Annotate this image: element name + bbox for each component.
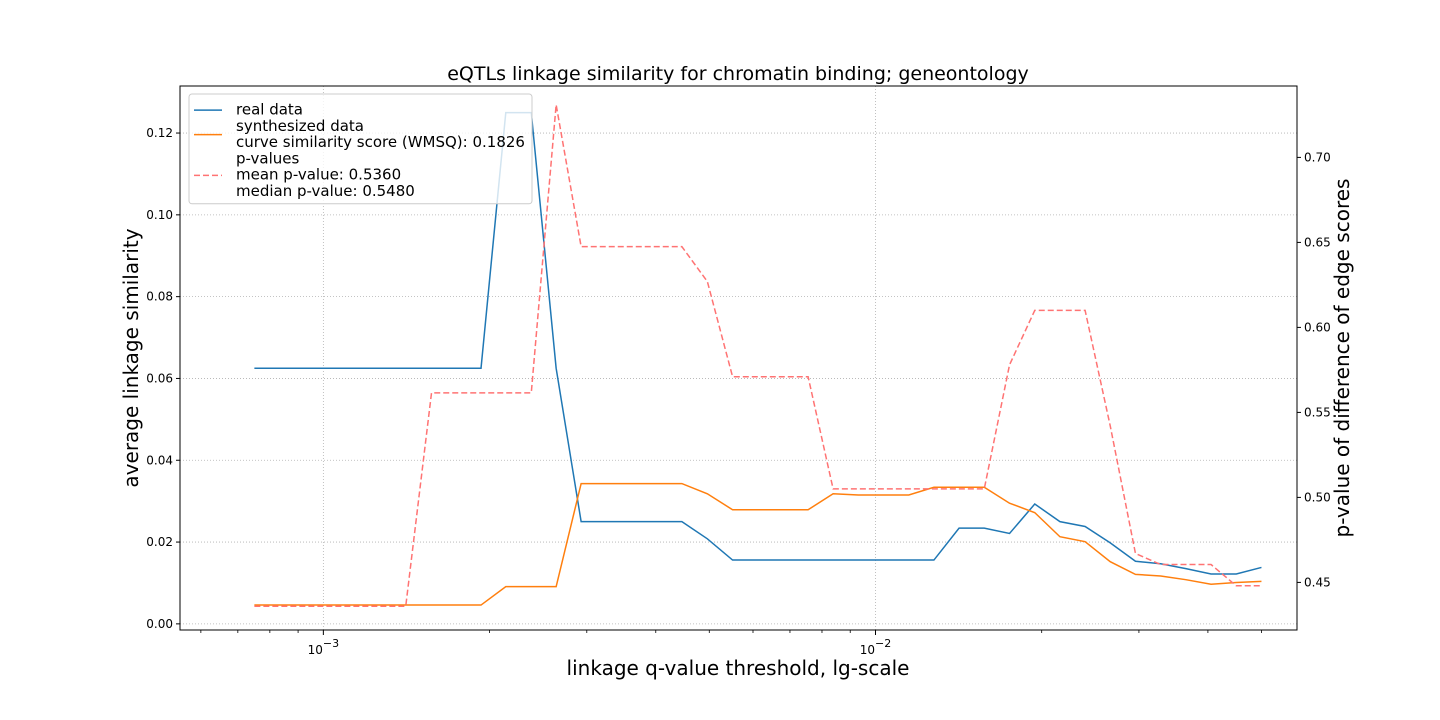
- y-tick-label: 0.12: [146, 126, 173, 140]
- legend-label: real data: [236, 101, 303, 119]
- y-tick-label: 0.10: [146, 208, 173, 222]
- legend-label: synthesized data: [236, 117, 364, 135]
- x-tick-label: 10−2: [860, 637, 892, 657]
- y-tick-label: 0.06: [146, 371, 173, 385]
- y-tick-label: 0.08: [146, 290, 173, 304]
- legend-box: [188, 93, 533, 205]
- plot-frame: [179, 85, 1298, 631]
- y-tick-label: 0.04: [146, 453, 173, 467]
- legend-label: median p-value: 0.5480: [236, 182, 415, 200]
- series-line-2: [254, 482, 1262, 606]
- y2-tick-label: 0.45: [1304, 575, 1331, 589]
- y2-tick-label: 0.65: [1304, 235, 1331, 249]
- legend-label: p-values: [236, 149, 300, 167]
- y2-tick-label: 0.70: [1304, 150, 1331, 164]
- x-tick-label-base: 10: [860, 643, 875, 657]
- series-line-1: [254, 111, 1262, 575]
- legend-label: curve similarity score (WMSQ): 0.1826: [236, 133, 525, 151]
- y-axis-title: average linkage similarity: [119, 228, 143, 487]
- x-tick-label-exponent: −2: [875, 637, 891, 650]
- y-tick-label: 0.02: [146, 535, 173, 549]
- y2-axis-title: p-value of difference of edge scores: [1330, 179, 1354, 538]
- x-tick-label-exponent: −3: [323, 637, 339, 650]
- y-tick-label: 0.00: [146, 617, 173, 631]
- y2-tick-label: 0.50: [1304, 490, 1331, 504]
- series-layer: [254, 104, 1262, 607]
- x-tick-label-base: 10: [308, 643, 323, 657]
- y2-tick-label: 0.60: [1304, 320, 1331, 334]
- x-axis-title: linkage q-value threshold, lg-scale: [567, 656, 910, 680]
- chart-title: eQTLs linkage similarity for chromatin b…: [447, 63, 1029, 85]
- x-tick-label: 10−3: [308, 637, 340, 657]
- series-line-3: [254, 104, 1262, 607]
- axes: 0.00 0.02 0.04 0.06 0.08 0.10 0.12 0.45 0.50 0.55…: [146, 126, 1330, 657]
- y2-tick-label: 0.55: [1304, 405, 1331, 419]
- legend-label: mean p-value: 0.5360: [236, 166, 401, 184]
